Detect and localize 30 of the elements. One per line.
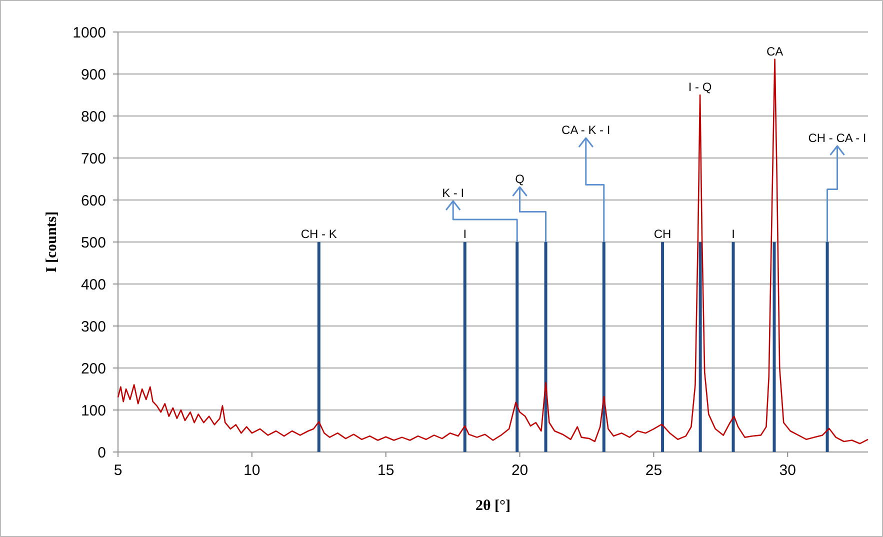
annotation: Q <box>515 172 524 186</box>
annotation: I <box>463 227 467 241</box>
y-tick-label: 700 <box>80 150 106 168</box>
x-tick-label: 15 <box>378 462 394 479</box>
annotation: CH <box>654 227 672 241</box>
line-series <box>117 58 869 444</box>
y-tick-label: 1000 <box>72 24 106 42</box>
annotation: CA <box>766 44 784 58</box>
annotation: I <box>732 227 735 241</box>
annotation: CH - CA - I <box>808 131 866 145</box>
y-tick-label: 400 <box>80 276 106 294</box>
y-tick-label: 900 <box>80 66 106 84</box>
y-tick-label: 500 <box>80 234 106 252</box>
x-tick-label: 5 <box>114 462 122 479</box>
x-tick-label: 30 <box>779 462 796 479</box>
x-tick-label: 25 <box>645 462 662 479</box>
y-tick-label: 200 <box>80 360 106 378</box>
annotation: I - Q <box>688 80 712 94</box>
y-tick-label: 0 <box>98 444 106 462</box>
y-tick-label: 100 <box>80 402 106 420</box>
y-axis-title: I [counts] <box>44 211 60 273</box>
annotation: K - I <box>442 186 464 200</box>
y-tick-label: 800 <box>80 108 106 126</box>
y-tick-label: 300 <box>80 318 106 336</box>
annotation: CA - K - I <box>562 123 610 137</box>
x-tick-label: 10 <box>244 462 260 479</box>
y-tick-label: 600 <box>80 192 106 210</box>
annotation: CH - K <box>300 227 337 241</box>
x-tick-label: 20 <box>511 462 528 479</box>
x-axis-title: 2θ [°] <box>475 498 511 514</box>
